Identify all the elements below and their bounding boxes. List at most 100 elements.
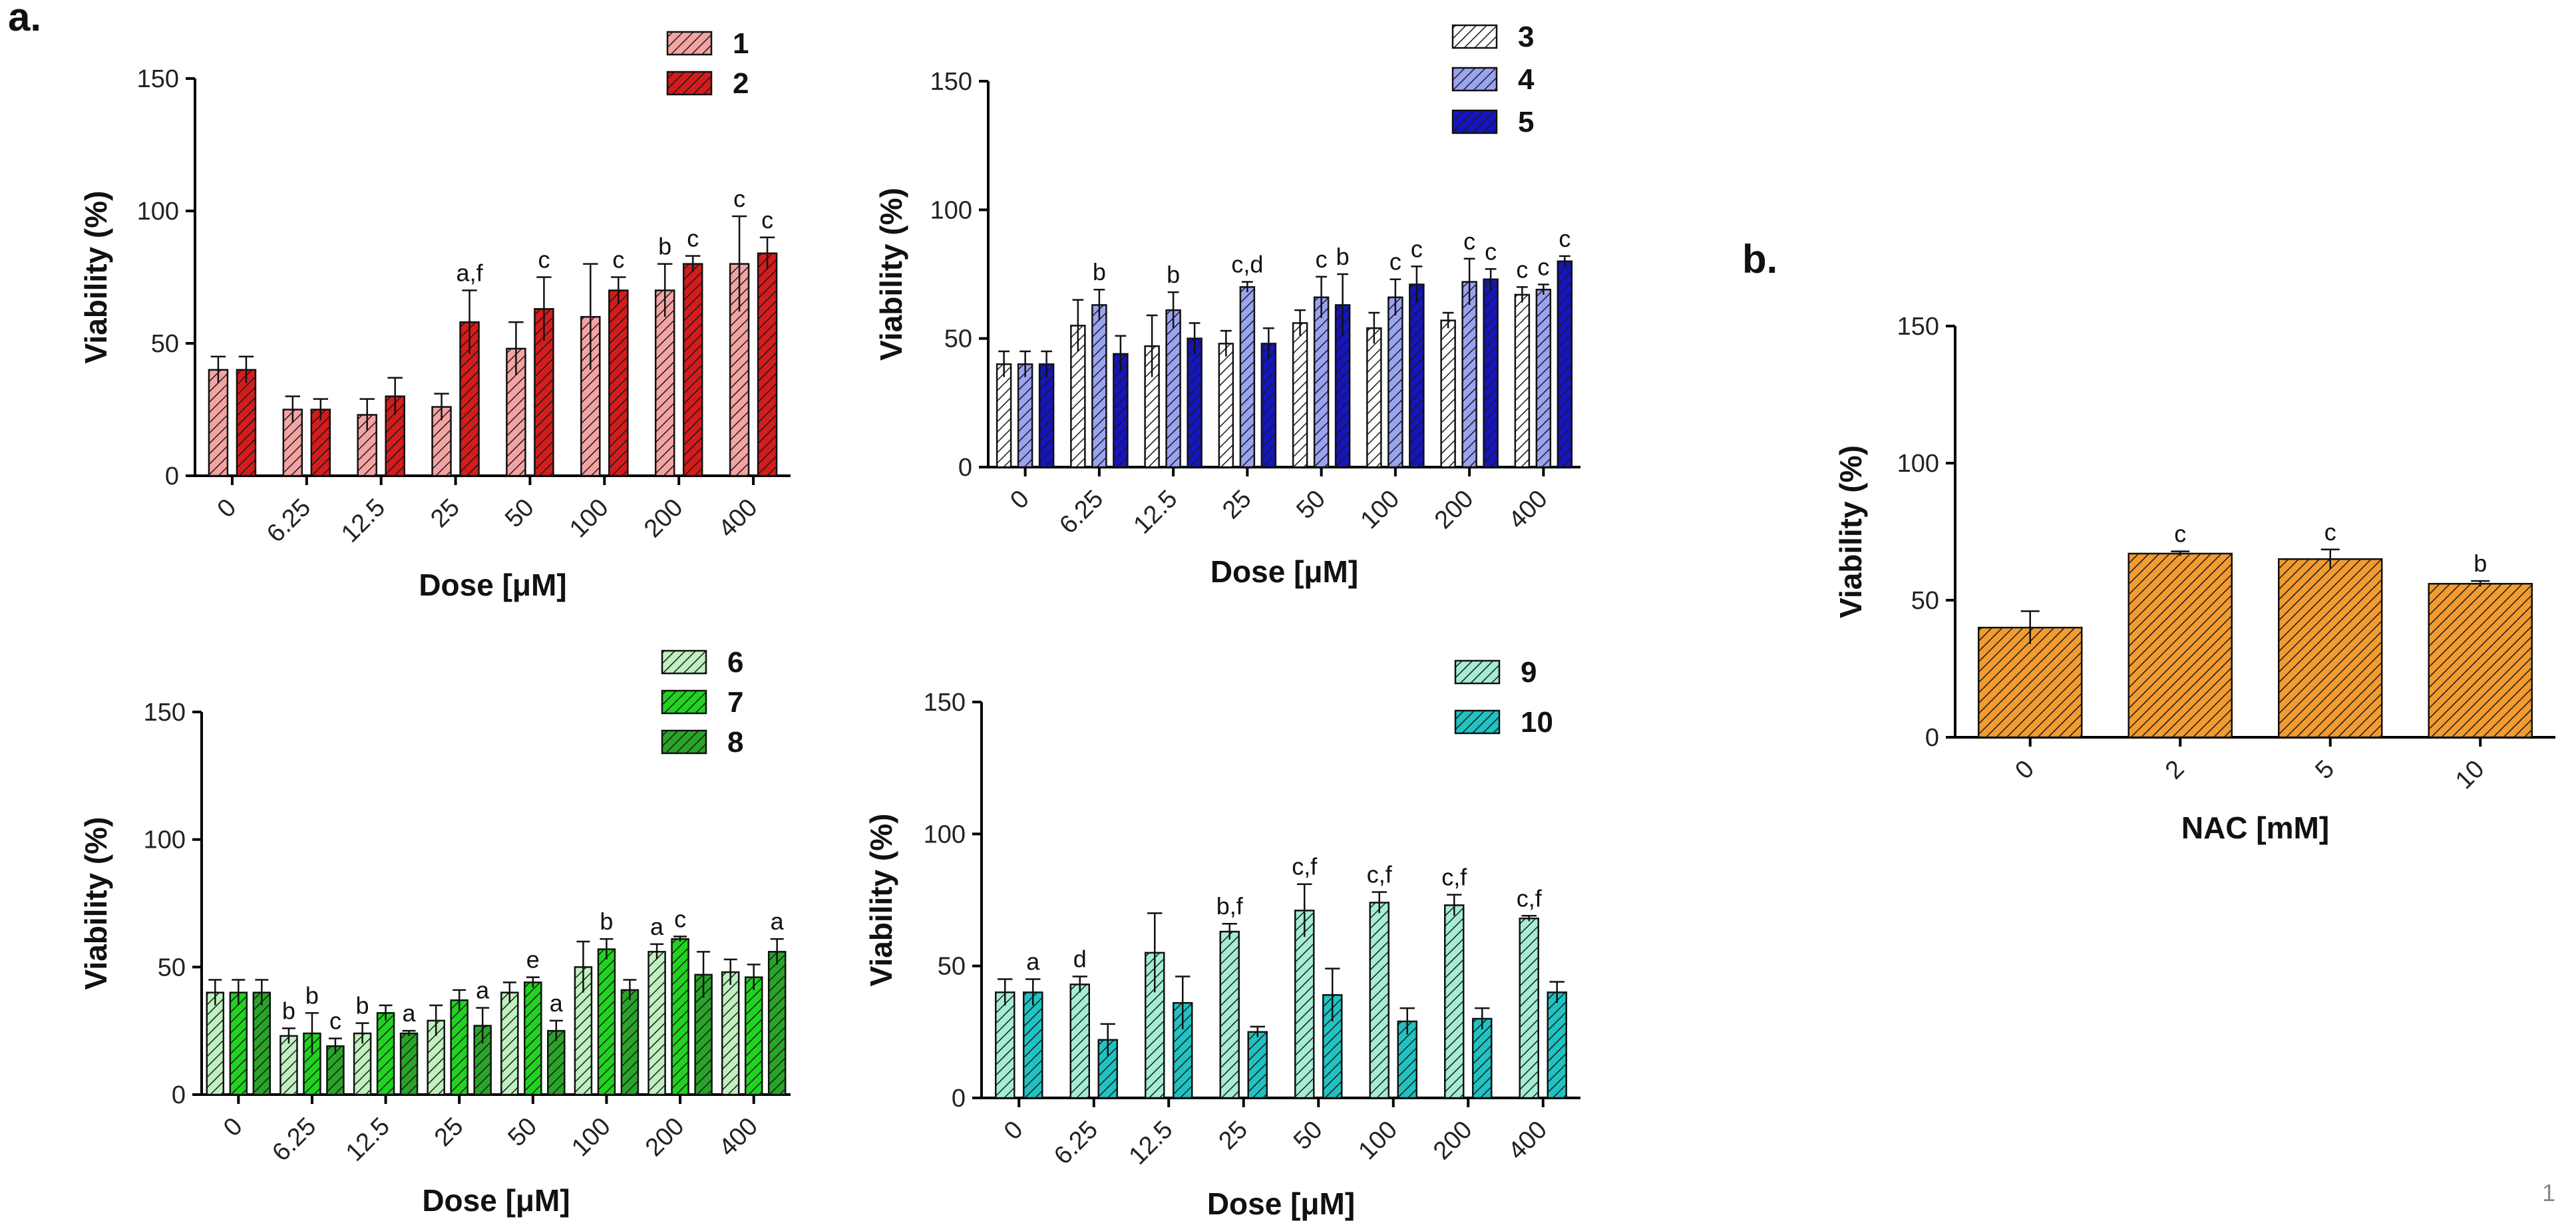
y-tick-label: 50 xyxy=(944,325,972,353)
bar-series-2-400 xyxy=(757,252,778,477)
legend-label-10: 10 xyxy=(1521,706,1553,739)
x-tick-label: 6.25 xyxy=(1049,1116,1103,1170)
x-tick-label: 0 xyxy=(2010,755,2040,785)
chart-nac: 0 50 100 150 0 2 c 5 c 10 b Viability (%) NAC [mM] xyxy=(1833,313,2555,845)
y-tick-label: 50 xyxy=(1911,587,1939,615)
x-tick-label: 50 xyxy=(503,1113,543,1152)
bar-series-4-400 xyxy=(1535,288,1552,468)
significance-label: c xyxy=(674,905,686,932)
bar-series-10-200 xyxy=(1472,1017,1493,1099)
significance-label: c xyxy=(612,246,624,273)
legend-label-6: 6 xyxy=(727,646,743,679)
chart-compounds-9-10: 0 50 100 150 0 a 6.25 d 12.5 25 b,f 50 c,f 100 c,f 200 c… xyxy=(864,656,1580,1221)
y-tick-label: 0 xyxy=(165,462,179,490)
significance-label: e xyxy=(526,946,540,973)
bar-series-NAC-5 xyxy=(2278,558,2383,739)
bar-series-6-200 xyxy=(647,951,666,1096)
y-tick-label: 150 xyxy=(930,68,972,96)
significance-label: b,f xyxy=(1216,892,1244,920)
x-tick-label: 25 xyxy=(1214,1116,1254,1156)
y-tick-label: 0 xyxy=(172,1081,186,1109)
bar-series-7-200 xyxy=(671,938,689,1096)
x-tick-label: 200 xyxy=(640,1113,690,1162)
x-tick-label: 12.5 xyxy=(336,494,391,548)
x-tick-label: 0 xyxy=(218,1113,248,1143)
bar-series-7-12.5 xyxy=(376,1012,395,1096)
bar-series-9-400 xyxy=(1519,918,1539,1099)
x-tick-label: 100 xyxy=(1356,485,1405,535)
significance-label: c xyxy=(1559,225,1570,252)
bar-series-2-100 xyxy=(608,289,629,477)
x-tick-label: 12.5 xyxy=(341,1113,395,1167)
x-tick-label: 200 xyxy=(639,494,689,544)
x-tick-label: 400 xyxy=(714,1113,764,1162)
y-tick-label: 150 xyxy=(137,65,179,93)
significance-label: c xyxy=(1537,253,1549,280)
significance-label: b xyxy=(658,233,671,260)
significance-label: c xyxy=(1389,248,1401,275)
legend-swatch-9 xyxy=(1454,659,1501,685)
legend-label-9: 9 xyxy=(1521,656,1537,689)
y-tick-label: 100 xyxy=(930,196,972,224)
legend-swatch-3 xyxy=(1451,24,1498,49)
significance-label: d xyxy=(1073,946,1087,973)
bar-series-9-50 xyxy=(1294,910,1315,1099)
bar-series-3-100 xyxy=(1366,327,1382,468)
legend-swatch-1 xyxy=(666,31,713,56)
legend-swatch-5 xyxy=(1451,109,1498,134)
legend-swatch-7 xyxy=(661,689,707,715)
y-axis-title: Viability (%) xyxy=(874,188,908,361)
bar-series-6-50 xyxy=(500,991,519,1096)
bar-series-NAC-2 xyxy=(2127,552,2233,739)
y-tick-label: 100 xyxy=(924,820,966,848)
bar-series-8-0 xyxy=(252,991,272,1096)
significance-label: a xyxy=(476,977,490,1004)
bar-series-10-0 xyxy=(1023,991,1043,1099)
significance-label: b xyxy=(356,992,369,1019)
significance-label: c xyxy=(1463,228,1475,255)
bar-series-1-200 xyxy=(654,289,675,477)
bar-series-5-200 xyxy=(1483,278,1499,468)
bar-series-7-0 xyxy=(229,991,248,1096)
bar-series-9-200 xyxy=(1444,904,1465,1099)
x-tick-label: 50 xyxy=(500,494,540,534)
significance-label: c,f xyxy=(1441,864,1467,891)
x-tick-label: 100 xyxy=(1354,1116,1403,1166)
panel-a-label: a. xyxy=(8,0,41,39)
bar-series-NAC-0 xyxy=(1978,626,2083,739)
x-tick-label: 0 xyxy=(1005,485,1035,515)
significance-label: c xyxy=(1316,246,1328,273)
significance-label: c xyxy=(687,225,699,252)
significance-label: a xyxy=(650,913,664,940)
legend-label-4: 4 xyxy=(1518,63,1535,96)
bar-series-1-0 xyxy=(208,369,229,477)
bar-series-7-400 xyxy=(744,976,763,1096)
significance-label: a xyxy=(403,999,417,1027)
significance-label: c xyxy=(733,185,745,212)
y-tick-label: 100 xyxy=(1897,450,1939,478)
x-tick-label: 5 xyxy=(2310,755,2340,785)
x-tick-label: 200 xyxy=(1428,1116,1478,1166)
bar-series-8-100 xyxy=(620,989,640,1096)
bar-series-6-0 xyxy=(206,991,225,1096)
bar-series-7-25 xyxy=(450,999,468,1096)
bar-series-5-400 xyxy=(1557,260,1573,468)
bar-series-5-12.5 xyxy=(1187,337,1202,468)
x-axis-title: Dose [μM] xyxy=(1207,1186,1355,1221)
x-tick-label: 400 xyxy=(1503,1116,1553,1166)
y-tick-label: 150 xyxy=(144,699,186,727)
significance-label: c xyxy=(1485,238,1497,265)
page-number: 1 xyxy=(2542,1179,2555,1206)
legend-swatch-10 xyxy=(1454,709,1501,735)
legend-label-3: 3 xyxy=(1518,21,1534,53)
bar-series-NAC-10 xyxy=(2428,583,2533,739)
significance-label: c xyxy=(1516,256,1528,283)
bar-series-9-25 xyxy=(1219,930,1240,1099)
bar-series-10-400 xyxy=(1547,991,1567,1099)
significance-label: a xyxy=(771,908,785,935)
significance-label: b xyxy=(1336,243,1350,270)
bar-series-3-50 xyxy=(1292,322,1308,468)
x-tick-label: 6.25 xyxy=(262,494,316,548)
y-tick-label: 150 xyxy=(924,689,966,717)
